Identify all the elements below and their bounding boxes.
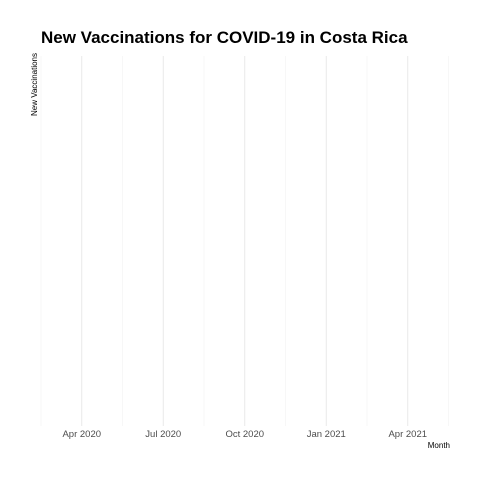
x-axis-ticks: Apr 2020 Jul 2020 Oct 2020 Jan 2021 Apr 2021	[62, 429, 427, 440]
x-tick-label: Jul 2020	[145, 429, 181, 440]
x-axis-title: Month	[428, 441, 450, 450]
chart-title: New Vaccinations for COVID-19 in Costa R…	[41, 28, 408, 47]
x-tick-label: Apr 2021	[388, 429, 427, 440]
x-tick-label: Oct 2020	[225, 429, 264, 440]
x-tick-label: Apr 2020	[62, 429, 101, 440]
x-tick-label: Jan 2021	[307, 429, 346, 440]
y-axis-title: New Vaccinations	[30, 53, 39, 116]
grid	[40, 56, 449, 426]
